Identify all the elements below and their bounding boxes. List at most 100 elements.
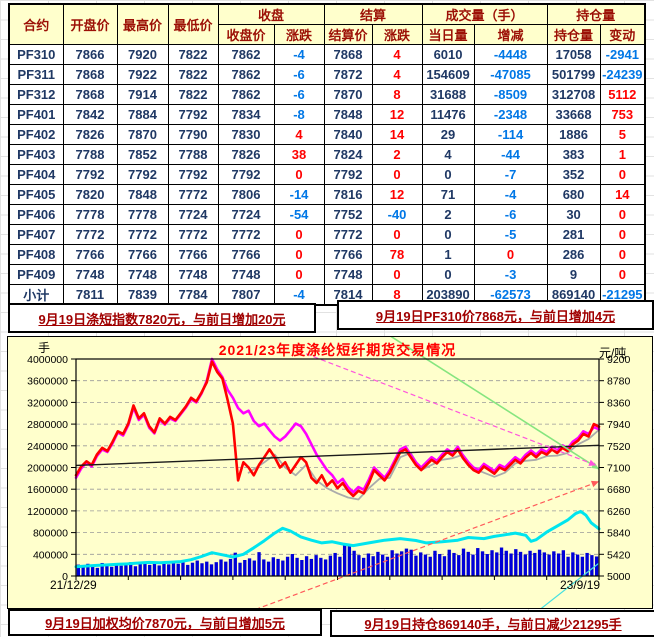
- value-cell[interactable]: 5: [599, 124, 646, 145]
- value-cell[interactable]: 7868: [62, 84, 118, 105]
- value-cell[interactable]: -6: [273, 64, 325, 85]
- contract-cell[interactable]: PF311: [8, 64, 64, 85]
- value-cell[interactable]: -44: [473, 144, 548, 165]
- value-cell[interactable]: 0: [273, 164, 325, 185]
- value-cell[interactable]: 7752: [323, 204, 373, 225]
- value-cell[interactable]: 7868: [323, 44, 373, 65]
- col-header-low[interactable]: 最低价: [167, 3, 219, 45]
- col-header-close[interactable]: 收盘价: [217, 24, 275, 45]
- value-cell[interactable]: 0: [599, 204, 646, 225]
- value-cell[interactable]: -8509: [473, 84, 548, 105]
- value-cell[interactable]: 7788: [167, 144, 219, 165]
- contract-cell[interactable]: PF312: [8, 84, 64, 105]
- value-cell[interactable]: 312708: [546, 84, 601, 105]
- value-cell[interactable]: -4: [273, 284, 325, 306]
- trading-chart[interactable]: 4000000 9200 3600000 8780 3200000 8360 2800000…: [7, 336, 653, 609]
- value-cell[interactable]: -114: [473, 124, 548, 145]
- contract-cell[interactable]: PF310: [8, 44, 64, 65]
- value-cell[interactable]: 7922: [116, 64, 169, 85]
- value-cell[interactable]: 4: [421, 144, 475, 165]
- value-cell[interactable]: 753: [599, 104, 646, 125]
- value-cell[interactable]: 7772: [116, 224, 169, 245]
- value-cell[interactable]: -14: [273, 184, 325, 205]
- col-group-close[interactable]: 收盘: [217, 3, 325, 25]
- value-cell[interactable]: 286: [546, 244, 601, 265]
- value-cell[interactable]: 7790: [167, 124, 219, 145]
- value-cell[interactable]: 7792: [116, 164, 169, 185]
- value-cell[interactable]: 7772: [62, 224, 118, 245]
- note-weighted-avg-price[interactable]: 9月19日加权均价7870元，与前日增加5元: [8, 609, 322, 636]
- value-cell[interactable]: 7839: [116, 284, 169, 306]
- value-cell[interactable]: 0: [599, 244, 646, 265]
- value-cell[interactable]: 7811: [62, 284, 118, 306]
- contract-cell[interactable]: PF401: [8, 104, 64, 125]
- value-cell[interactable]: 31688: [421, 84, 475, 105]
- value-cell[interactable]: 7772: [167, 224, 219, 245]
- value-cell[interactable]: 7792: [217, 164, 275, 185]
- value-cell[interactable]: 2: [421, 204, 475, 225]
- value-cell[interactable]: -6: [473, 204, 548, 225]
- value-cell[interactable]: 680: [546, 184, 601, 205]
- value-cell[interactable]: -40: [371, 204, 423, 225]
- value-cell[interactable]: 7914: [116, 84, 169, 105]
- value-cell[interactable]: 7778: [116, 204, 169, 225]
- value-cell[interactable]: 38: [273, 144, 325, 165]
- value-cell[interactable]: 7824: [323, 144, 373, 165]
- value-cell[interactable]: 0: [473, 244, 548, 265]
- value-cell[interactable]: 7862: [217, 84, 275, 105]
- col-header-settle[interactable]: 结算价: [323, 24, 373, 45]
- value-cell[interactable]: 7834: [217, 104, 275, 125]
- value-cell[interactable]: 7826: [217, 144, 275, 165]
- contract-cell[interactable]: 小计: [8, 284, 64, 306]
- value-cell[interactable]: 7872: [323, 64, 373, 85]
- value-cell[interactable]: 7792: [167, 104, 219, 125]
- value-cell[interactable]: 7862: [217, 64, 275, 85]
- value-cell[interactable]: 7766: [217, 244, 275, 265]
- note-open-interest[interactable]: 9月19日持仓869140手，与前日减少21295手: [330, 610, 654, 637]
- value-cell[interactable]: 7852: [116, 144, 169, 165]
- contract-cell[interactable]: PF403: [8, 144, 64, 165]
- col-header-contract[interactable]: 合约: [8, 3, 64, 45]
- value-cell[interactable]: 7820: [62, 184, 118, 205]
- value-cell[interactable]: -21295: [599, 284, 646, 306]
- value-cell[interactable]: 0: [371, 264, 423, 285]
- value-cell[interactable]: -8: [273, 104, 325, 125]
- value-cell[interactable]: 7766: [116, 244, 169, 265]
- value-cell[interactable]: 7748: [62, 264, 118, 285]
- value-cell[interactable]: -24239: [599, 64, 646, 85]
- value-cell[interactable]: 4: [371, 64, 423, 85]
- value-cell[interactable]: 9: [546, 264, 601, 285]
- value-cell[interactable]: 7792: [167, 164, 219, 185]
- value-cell[interactable]: 30: [546, 204, 601, 225]
- col-header-high[interactable]: 最高价: [116, 3, 169, 45]
- value-cell[interactable]: 17058: [546, 44, 601, 65]
- value-cell[interactable]: 7870: [323, 84, 373, 105]
- value-cell[interactable]: 7848: [116, 184, 169, 205]
- value-cell[interactable]: 1: [599, 144, 646, 165]
- value-cell[interactable]: 14: [371, 124, 423, 145]
- value-cell[interactable]: -2348: [473, 104, 548, 125]
- value-cell[interactable]: 0: [599, 264, 646, 285]
- value-cell[interactable]: -2941: [599, 44, 646, 65]
- value-cell[interactable]: 4: [371, 44, 423, 65]
- value-cell[interactable]: 0: [599, 164, 646, 185]
- col-group-oi[interactable]: 持仓量: [546, 3, 646, 25]
- value-cell[interactable]: 7826: [62, 124, 118, 145]
- value-cell[interactable]: -3: [473, 264, 548, 285]
- contract-cell[interactable]: PF402: [8, 124, 64, 145]
- value-cell[interactable]: 0: [273, 264, 325, 285]
- value-cell[interactable]: 7866: [62, 44, 118, 65]
- value-cell[interactable]: 78: [371, 244, 423, 265]
- value-cell[interactable]: 7724: [217, 204, 275, 225]
- col-header-oi-chg[interactable]: 变动: [599, 24, 646, 45]
- value-cell[interactable]: 7788: [62, 144, 118, 165]
- value-cell[interactable]: 29: [421, 124, 475, 145]
- value-cell[interactable]: -5: [473, 224, 548, 245]
- value-cell[interactable]: 71: [421, 184, 475, 205]
- value-cell[interactable]: 7766: [167, 244, 219, 265]
- value-cell[interactable]: 7840: [323, 124, 373, 145]
- value-cell[interactable]: 383: [546, 144, 601, 165]
- col-header-oi[interactable]: 持仓量: [546, 24, 601, 45]
- value-cell[interactable]: 281: [546, 224, 601, 245]
- value-cell[interactable]: 7848: [323, 104, 373, 125]
